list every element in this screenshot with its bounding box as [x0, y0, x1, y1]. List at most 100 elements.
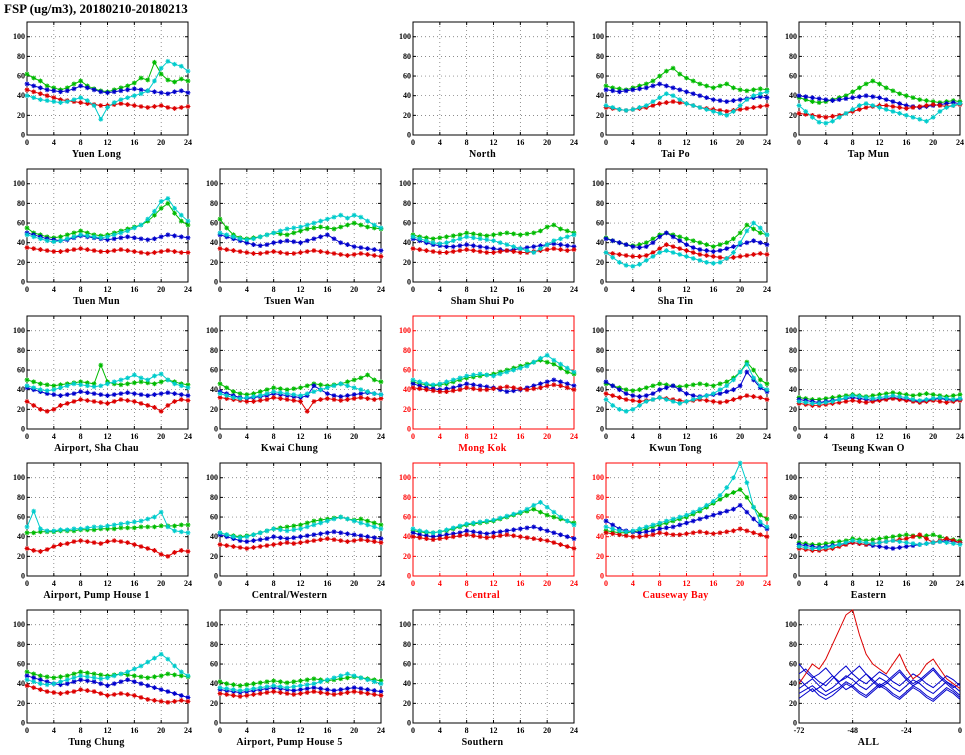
svg-text:0: 0 — [214, 719, 218, 728]
svg-text:40: 40 — [17, 532, 25, 541]
chart-tuen-mun: 0 20 40 60 80 100 0 4 8 12 16 20 24 Tuen Mun — [0, 164, 193, 311]
svg-text:12: 12 — [297, 432, 305, 441]
svg-text:80: 80 — [210, 640, 218, 649]
svg-text:40: 40 — [789, 385, 797, 394]
chart-title-airport-pump-house-5: Airport, Pump House 5 — [236, 737, 343, 748]
svg-text:100: 100 — [206, 326, 218, 335]
chart-airport-pump-house-1: 0 20 40 60 80 100 0 4 8 12 16 20 24 Airport, Pump Hou… — [0, 458, 193, 605]
svg-text:40: 40 — [210, 532, 218, 541]
svg-text:0: 0 — [407, 719, 411, 728]
svg-text:-72: -72 — [794, 726, 805, 735]
svg-text:100: 100 — [592, 326, 604, 335]
svg-text:100: 100 — [399, 32, 411, 41]
svg-text:100: 100 — [592, 473, 604, 482]
svg-text:20: 20 — [789, 111, 797, 120]
svg-text:60: 60 — [596, 513, 604, 522]
chart-title-tuen-mun: Tuen Mun — [73, 296, 120, 307]
svg-text:8: 8 — [272, 579, 276, 588]
chart-plot-all: 0 20 40 60 80 100 -72 -48 -24 0 — [785, 609, 962, 735]
chart-plot-southern: 0 20 40 60 80 100 0 4 8 12 16 20 24 — [399, 609, 578, 735]
svg-text:60: 60 — [210, 366, 218, 375]
svg-text:12: 12 — [683, 579, 691, 588]
svg-text:20: 20 — [789, 699, 797, 708]
svg-text:20: 20 — [210, 405, 218, 414]
svg-text:20: 20 — [543, 579, 551, 588]
svg-text:20: 20 — [210, 699, 218, 708]
chart-plot-airport-pump-house-1: 0 20 40 60 80 100 0 4 8 12 16 20 24 — [13, 462, 192, 588]
svg-text:0: 0 — [25, 138, 29, 147]
svg-text:-48: -48 — [847, 726, 858, 735]
charts-grid: 0 20 40 60 80 100 0 4 8 12 16 20 24 Yuen Long 0 20 40 60 8… — [0, 17, 965, 752]
chart-title-tai-po: Tai Po — [661, 149, 690, 160]
svg-text:24: 24 — [184, 579, 192, 588]
svg-text:60: 60 — [789, 513, 797, 522]
svg-text:12: 12 — [104, 579, 112, 588]
svg-text:24: 24 — [956, 432, 964, 441]
chart-tseung-kwan-o: 0 20 40 60 80 100 0 4 8 12 16 20 24 Tseung Kwan O — [772, 311, 965, 458]
svg-text:-24: -24 — [901, 726, 912, 735]
svg-text:8: 8 — [658, 579, 662, 588]
svg-text:0: 0 — [21, 131, 25, 140]
svg-text:20: 20 — [736, 138, 744, 147]
chart-central: 0 20 40 60 80 100 0 4 8 12 16 20 24 Central — [386, 458, 579, 605]
svg-text:4: 4 — [52, 285, 56, 294]
svg-text:40: 40 — [403, 385, 411, 394]
svg-text:0: 0 — [958, 726, 962, 735]
svg-text:4: 4 — [245, 432, 249, 441]
svg-text:0: 0 — [797, 432, 801, 441]
svg-text:8: 8 — [272, 285, 276, 294]
svg-text:100: 100 — [785, 473, 797, 482]
chart-plot-sham-shui-po: 0 20 40 60 80 100 0 4 8 12 16 20 24 — [399, 168, 578, 294]
svg-text:4: 4 — [631, 285, 635, 294]
svg-text:12: 12 — [876, 432, 884, 441]
svg-text:100: 100 — [13, 473, 25, 482]
svg-text:40: 40 — [210, 385, 218, 394]
svg-text:60: 60 — [17, 72, 25, 81]
svg-text:60: 60 — [210, 513, 218, 522]
chart-title-yuen-long: Yuen Long — [71, 149, 122, 160]
svg-text:16: 16 — [130, 432, 138, 441]
svg-text:4: 4 — [52, 432, 56, 441]
svg-text:0: 0 — [25, 285, 29, 294]
chart-plot-tai-po: 0 20 40 60 80 100 0 4 8 12 16 20 24 — [592, 21, 771, 147]
svg-text:60: 60 — [17, 219, 25, 228]
svg-text:8: 8 — [658, 138, 662, 147]
svg-text:16: 16 — [516, 432, 524, 441]
svg-text:80: 80 — [210, 199, 218, 208]
svg-text:40: 40 — [17, 679, 25, 688]
chart-southern: 0 20 40 60 80 100 0 4 8 12 16 20 24 Southern — [386, 605, 579, 752]
svg-text:0: 0 — [793, 719, 797, 728]
chart-plot-mong-kok: 0 20 40 60 80 100 0 4 8 12 16 20 24 — [399, 315, 578, 441]
svg-text:4: 4 — [52, 138, 56, 147]
svg-text:16: 16 — [709, 579, 717, 588]
chart-title-mong-kok: Mong Kok — [458, 443, 507, 454]
chart-title-all: ALL — [857, 737, 880, 748]
svg-text:4: 4 — [52, 579, 56, 588]
chart-tsuen-wan: 0 20 40 60 80 100 0 4 8 12 16 20 24 Tsuen Wan — [193, 164, 386, 311]
svg-text:0: 0 — [797, 138, 801, 147]
svg-text:16: 16 — [130, 726, 138, 735]
chart-causeway-bay: 0 20 40 60 80 100 0 4 8 12 16 20 24 Causeway Bay — [579, 458, 772, 605]
svg-text:20: 20 — [157, 432, 165, 441]
chart-sham-shui-po: 0 20 40 60 80 100 0 4 8 12 16 20 24 Sham Shui Po — [386, 164, 579, 311]
chart-title-sham-shui-po: Sham Shui Po — [450, 296, 515, 307]
svg-text:20: 20 — [17, 111, 25, 120]
svg-text:20: 20 — [350, 726, 358, 735]
chart-sha-tin: 0 20 40 60 80 100 0 4 8 12 16 20 24 Sha Tin — [579, 164, 772, 311]
svg-text:24: 24 — [184, 285, 192, 294]
svg-text:4: 4 — [631, 432, 635, 441]
chart-plot-tuen-mun: 0 20 40 60 80 100 0 4 8 12 16 20 24 — [13, 168, 192, 294]
svg-text:80: 80 — [596, 199, 604, 208]
svg-text:24: 24 — [763, 432, 771, 441]
svg-text:24: 24 — [570, 579, 578, 588]
svg-text:4: 4 — [824, 432, 828, 441]
chart-airport-sha-chau: 0 20 40 60 80 100 0 4 8 12 16 20 24 Airport, Sha Chau — [0, 311, 193, 458]
svg-text:0: 0 — [600, 425, 604, 434]
svg-text:4: 4 — [631, 579, 635, 588]
chart-kwai-chung: 0 20 40 60 80 100 0 4 8 12 16 20 24 Kwai Chung — [193, 311, 386, 458]
svg-text:40: 40 — [403, 238, 411, 247]
chart-plot-tseung-kwan-o: 0 20 40 60 80 100 0 4 8 12 16 20 24 — [785, 315, 964, 441]
svg-text:8: 8 — [465, 726, 469, 735]
svg-text:80: 80 — [403, 52, 411, 61]
svg-text:12: 12 — [876, 579, 884, 588]
